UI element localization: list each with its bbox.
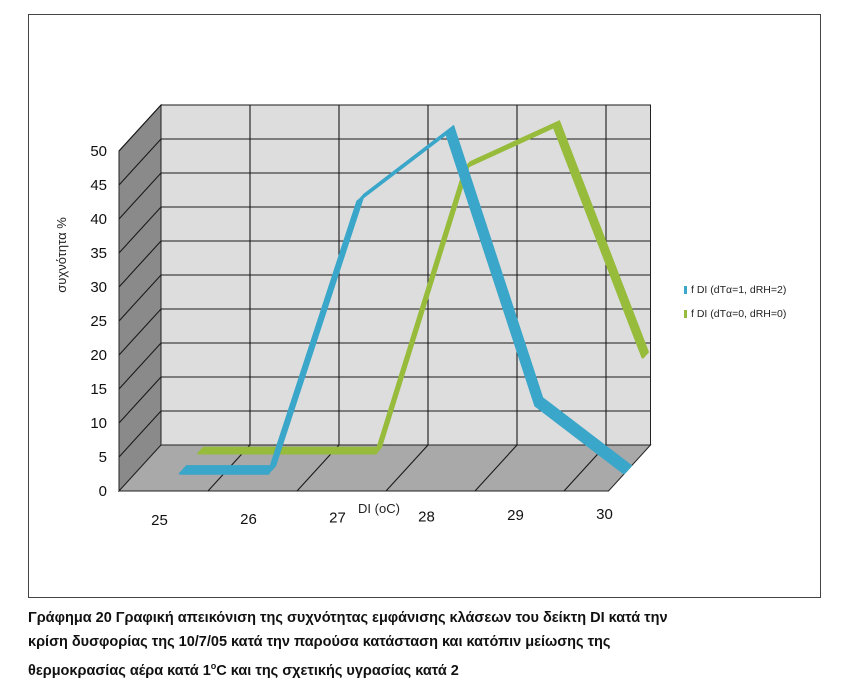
- gridline-h: [118, 274, 651, 322]
- y-tick-label: 30: [90, 279, 107, 296]
- caption-line-2: κρίση δυσφορίας της 10/7/05 κατά την παρ…: [28, 634, 611, 650]
- x-tick-label: 25: [151, 512, 168, 529]
- y-tick-labels: 0 5 10 15 20 25 30 35 40 45 50: [90, 143, 107, 500]
- x-axis-label: DI (oC): [358, 501, 400, 516]
- y-tick-label: 5: [99, 449, 107, 466]
- y-tick-label: 0: [99, 483, 107, 500]
- y-tick-label: 15: [90, 381, 107, 398]
- chart: 0 5 10 15 20 25 30 35 40 45 50 25 26 27 28 29 30 DI (oC…: [54, 103, 786, 529]
- y-tick-label: 25: [90, 313, 107, 330]
- series-1-line: [197, 125, 645, 455]
- gridline-v: [474, 105, 518, 492]
- caption-line-3: θερμοκρασίας αέρα κατά 1oC και της σχετι…: [28, 654, 828, 683]
- gridline-h: [118, 206, 651, 254]
- y-axis-label: συχνότητα %: [54, 217, 69, 293]
- caption-line-1: Γράφημα 20 Γραφική απεικόνιση της συχνότ…: [28, 610, 668, 626]
- gridline-v: [207, 105, 251, 492]
- gridline-h: [118, 138, 651, 186]
- gridline-v: [563, 105, 607, 492]
- caption-line-3-part-b: C και της σχετικής υγρασίας κατά 2: [216, 662, 459, 679]
- legend-swatch: [684, 286, 687, 294]
- gridline-v: [296, 105, 340, 492]
- series-0: [178, 125, 633, 475]
- x-tick-labels: 25 26 27 28 29 30: [151, 506, 613, 529]
- y-tick-label: 10: [90, 415, 107, 432]
- gridline-h: [118, 104, 651, 152]
- series-1: [197, 120, 650, 455]
- y-tick-label: 50: [90, 143, 107, 160]
- x-tick-label: 30: [596, 506, 613, 523]
- x-tick-label: 27: [329, 510, 346, 527]
- gridline-h: [118, 376, 651, 424]
- y-tick-label: 45: [90, 177, 107, 194]
- legend-label: f DI (dTα=0, dRH=0): [691, 308, 786, 320]
- legend-swatch: [684, 310, 687, 318]
- y-tick-label: 35: [90, 245, 107, 262]
- chart-frame: 0 5 10 15 20 25 30 35 40 45 50 25 26 27 28 29 30 DI (oC…: [28, 14, 821, 598]
- x-tick-label: 29: [507, 507, 524, 524]
- caption-degree-sup: o: [210, 661, 217, 671]
- gridline-h: [118, 308, 651, 356]
- series-0-line: [179, 132, 626, 475]
- chart-series: [178, 120, 650, 475]
- legend: f DI (dTα=1, dRH=2) f DI (dTα=0, dRH=0): [684, 284, 786, 320]
- gridline-h: [118, 410, 651, 458]
- gridline-h: [118, 342, 651, 390]
- y-tick-label: 20: [90, 347, 107, 364]
- legend-label: f DI (dTα=1, dRH=2): [691, 284, 786, 296]
- x-tick-label: 28: [418, 508, 435, 525]
- gridline-v: [385, 105, 429, 492]
- x-tick-label: 26: [240, 511, 257, 528]
- y-tick-label: 40: [90, 211, 107, 228]
- figure-caption: Γράφημα 20 Γραφική απεικόνιση της συχνότ…: [28, 606, 828, 683]
- caption-line-3-part-a: θερμοκρασίας αέρα κατά 1: [28, 662, 211, 679]
- gridline-h: [118, 172, 651, 220]
- floor: [117, 444, 652, 492]
